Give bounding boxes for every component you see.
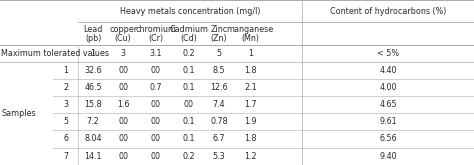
Text: 7.4: 7.4 (213, 100, 225, 109)
Text: 0.2: 0.2 (182, 152, 195, 161)
Text: 0.1: 0.1 (182, 66, 195, 75)
Text: 0.2: 0.2 (182, 49, 195, 58)
Text: copper: copper (109, 25, 137, 34)
Text: 0.7: 0.7 (149, 83, 162, 92)
Text: 4.65: 4.65 (379, 100, 397, 109)
Text: 4.40: 4.40 (380, 66, 397, 75)
Text: Samples: Samples (1, 109, 36, 118)
Text: Content of hydrocarbons (%): Content of hydrocarbons (%) (330, 7, 447, 16)
Text: 0.78: 0.78 (210, 117, 228, 126)
Text: Cadmium: Cadmium (169, 25, 209, 34)
Text: 8.04: 8.04 (84, 134, 102, 143)
Text: 00: 00 (151, 100, 161, 109)
Text: 7.2: 7.2 (87, 117, 100, 126)
Text: (Zn): (Zn) (210, 34, 228, 43)
Text: 00: 00 (184, 100, 194, 109)
Text: 0.1: 0.1 (182, 117, 195, 126)
Text: (Mn): (Mn) (241, 34, 259, 43)
Text: 1.6: 1.6 (117, 100, 129, 109)
Text: 8.5: 8.5 (213, 66, 225, 75)
Text: 12.6: 12.6 (210, 83, 228, 92)
Text: 2: 2 (63, 83, 68, 92)
Text: 00: 00 (151, 117, 161, 126)
Text: 00: 00 (118, 83, 128, 92)
Text: 0.1: 0.1 (182, 134, 195, 143)
Text: Zinc: Zinc (210, 25, 228, 34)
Text: 00: 00 (118, 117, 128, 126)
Text: (pb): (pb) (85, 34, 101, 43)
Text: 9.61: 9.61 (379, 117, 397, 126)
Text: 00: 00 (151, 66, 161, 75)
Text: 7: 7 (63, 152, 68, 161)
Text: 6.7: 6.7 (213, 134, 225, 143)
Text: 3: 3 (63, 100, 68, 109)
Text: (Cd): (Cd) (181, 34, 197, 43)
Text: 00: 00 (118, 66, 128, 75)
Text: 14.1: 14.1 (84, 152, 102, 161)
Text: 32.6: 32.6 (84, 66, 102, 75)
Text: 0.1: 0.1 (182, 83, 195, 92)
Text: 00: 00 (118, 152, 128, 161)
Text: Heavy metals concentration (mg/l): Heavy metals concentration (mg/l) (120, 7, 261, 16)
Text: 1: 1 (63, 66, 68, 75)
Text: 6.56: 6.56 (379, 134, 397, 143)
Text: 1.8: 1.8 (244, 66, 256, 75)
Text: < 5%: < 5% (377, 49, 399, 58)
Text: 5: 5 (217, 49, 221, 58)
Text: 46.5: 46.5 (84, 83, 102, 92)
Text: 00: 00 (151, 134, 161, 143)
Text: 1.8: 1.8 (244, 134, 256, 143)
Text: 1: 1 (248, 49, 253, 58)
Text: 6: 6 (63, 134, 68, 143)
Text: 00: 00 (118, 134, 128, 143)
Text: 9.40: 9.40 (379, 152, 397, 161)
Text: (Cu): (Cu) (115, 34, 132, 43)
Text: Maximum tolerated values: Maximum tolerated values (1, 49, 109, 58)
Text: 3: 3 (121, 49, 126, 58)
Text: 1.2: 1.2 (244, 152, 256, 161)
Text: 1.9: 1.9 (244, 117, 256, 126)
Text: manganese: manganese (227, 25, 274, 34)
Text: 2.1: 2.1 (244, 83, 256, 92)
Text: 1: 1 (91, 49, 96, 58)
Text: 5: 5 (63, 117, 68, 126)
Text: (Cr): (Cr) (148, 34, 163, 43)
Text: 00: 00 (151, 152, 161, 161)
Text: 5.3: 5.3 (213, 152, 225, 161)
Text: Lead: Lead (83, 25, 103, 34)
Text: 4.00: 4.00 (380, 83, 397, 92)
Text: 1.7: 1.7 (244, 100, 256, 109)
Text: 3.1: 3.1 (149, 49, 162, 58)
Text: 15.8: 15.8 (84, 100, 102, 109)
Text: chromium: chromium (135, 25, 176, 34)
